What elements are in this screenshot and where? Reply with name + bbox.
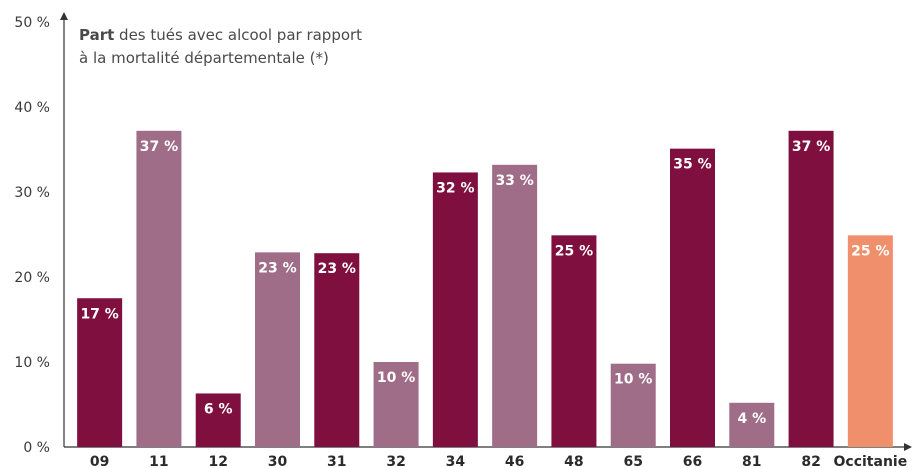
bar — [255, 252, 300, 447]
bar — [729, 402, 775, 447]
data-label: 37 % — [140, 139, 178, 155]
category-label: 48 — [564, 454, 583, 468]
bar — [670, 148, 715, 447]
data-label: 37 % — [792, 139, 830, 155]
bar — [195, 393, 241, 447]
chart-title-line-1: Part des tués avec alcool par rapport — [79, 26, 362, 44]
y-tick-label: 30 % — [14, 185, 50, 201]
category-label: 09 — [90, 454, 109, 468]
chart-title-bold: Part — [79, 26, 114, 44]
bars: 17 % 37 % 6 % 23 % 23 % 10 % 32 % 33 % 25 % 10 % 3… — [77, 130, 893, 448]
bar — [314, 253, 360, 447]
axes — [60, 12, 912, 451]
data-label: 10 % — [614, 372, 652, 388]
category-label: 82 — [801, 454, 820, 468]
bar — [77, 298, 123, 447]
bar — [432, 172, 478, 447]
category-label: 11 — [149, 454, 168, 468]
y-tick-label: 0 % — [23, 440, 50, 456]
y-axis-arrow — [60, 12, 68, 20]
y-tick-labels: 0 % 10 % 20 % 30 % 40 % 50 % — [14, 15, 50, 456]
chart-title-rest: des tués avec alcool par rapport — [114, 26, 362, 44]
data-label: 32 % — [436, 180, 474, 196]
bar — [136, 130, 182, 448]
category-label: 31 — [327, 454, 346, 468]
bar — [788, 130, 834, 448]
data-label: 35 % — [673, 157, 711, 173]
data-label: 23 % — [258, 260, 296, 276]
category-label: 32 — [386, 454, 405, 468]
data-label: 17 % — [80, 306, 118, 322]
bar — [373, 362, 419, 447]
chart-title-line-2: à la mortalité départementale (*) — [79, 49, 329, 67]
y-tick-label: 20 % — [14, 270, 50, 286]
x-axis-arrow — [904, 443, 912, 451]
data-label: 4 % — [737, 411, 766, 427]
data-label: 33 % — [495, 173, 533, 189]
category-label: 30 — [268, 454, 288, 468]
bar — [492, 164, 538, 448]
bar — [610, 363, 656, 447]
y-tick-label: 50 % — [14, 15, 50, 31]
data-label: 23 % — [318, 261, 356, 277]
data-label: 25 % — [851, 243, 889, 259]
data-label: 6 % — [204, 401, 233, 417]
category-label: 81 — [742, 454, 761, 468]
y-tick-label: 10 % — [14, 355, 50, 371]
bar — [847, 235, 893, 447]
category-label: 34 — [446, 454, 466, 468]
data-label: 25 % — [555, 243, 593, 259]
data-label: 10 % — [377, 370, 415, 386]
category-label: 66 — [683, 454, 702, 468]
bar — [551, 235, 597, 447]
category-labels: 09 11 12 30 31 32 34 46 48 65 66 81 82 Occitanie — [90, 454, 907, 468]
category-label: Occitanie — [834, 454, 908, 468]
category-label: 12 — [208, 454, 227, 468]
category-label: 46 — [505, 454, 524, 468]
category-label: 65 — [623, 454, 642, 468]
y-tick-label: 40 % — [14, 100, 50, 116]
